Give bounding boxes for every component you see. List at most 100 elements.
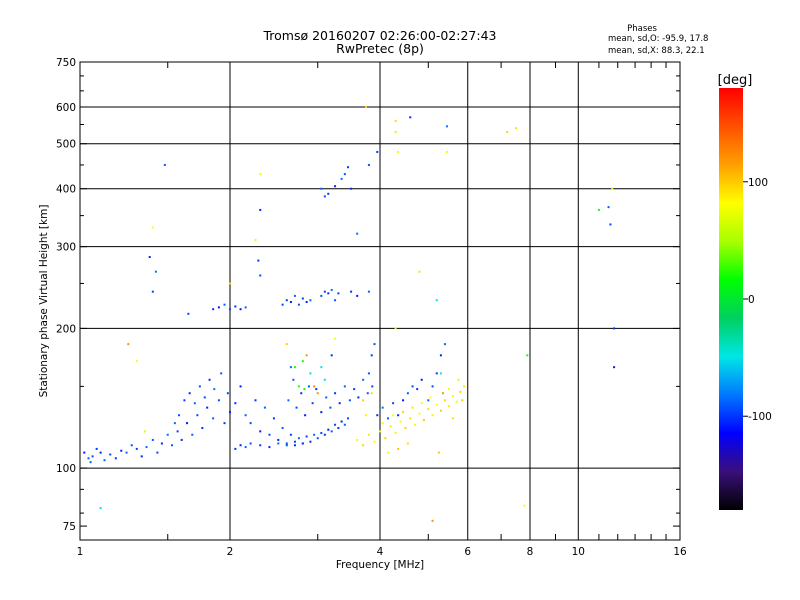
data-point-o — [208, 378, 211, 381]
data-point-o — [607, 206, 610, 209]
data-point-x — [439, 409, 442, 412]
data-point-x — [429, 396, 432, 399]
y-tick-label: 75 — [63, 521, 76, 533]
data-point-o — [334, 423, 337, 426]
data-point-o — [277, 442, 280, 445]
data-point-o — [183, 399, 186, 402]
data-point-o — [244, 306, 247, 309]
data-point-o — [212, 417, 215, 420]
data-point-o — [367, 290, 370, 293]
data-point-x — [397, 447, 400, 450]
data-point-x — [389, 425, 392, 428]
data-point-o — [287, 399, 290, 402]
data-point-o — [334, 299, 337, 302]
data-point-o — [223, 303, 226, 306]
data-point-x — [386, 451, 389, 454]
data-point-o — [173, 422, 176, 425]
data-point-o — [229, 411, 231, 414]
data-point-o — [213, 388, 216, 391]
data-point-o — [289, 300, 292, 303]
data-point-o — [386, 417, 389, 420]
data-point-other — [597, 208, 600, 211]
data-point-o — [263, 406, 266, 409]
data-point-o — [420, 378, 423, 381]
data-point-x — [365, 105, 368, 108]
data-point-o — [120, 449, 123, 452]
data-point-o — [239, 444, 242, 447]
data-point-o — [285, 442, 288, 445]
data-point-x — [394, 119, 397, 122]
data-point-o — [177, 414, 180, 417]
data-point-other — [303, 388, 306, 391]
data-point-o — [367, 163, 370, 166]
data-point-o — [338, 402, 341, 405]
data-point-o — [160, 442, 163, 445]
data-point-o — [95, 447, 98, 450]
data-point-o — [257, 259, 260, 262]
data-point-x — [399, 420, 402, 423]
data-point-o — [323, 195, 326, 198]
data-point-o — [234, 447, 237, 450]
data-point-o — [334, 392, 337, 395]
data-point-x — [254, 239, 257, 242]
data-point-o — [307, 385, 310, 388]
data-point-x — [384, 437, 387, 440]
data-point-o — [337, 427, 340, 430]
x-tick-label: 8 — [527, 546, 534, 558]
data-point-x — [413, 423, 416, 426]
phase-stats-o: mean, sd,O: -95.9, 17.8 — [608, 34, 708, 44]
data-point-x — [435, 403, 438, 406]
data-point-other — [305, 354, 308, 357]
data-point-o — [427, 399, 430, 402]
data-point-o — [362, 378, 365, 381]
x-tick-label: 2 — [227, 546, 234, 558]
data-point-x — [611, 187, 614, 190]
data-point-o — [259, 208, 262, 211]
data-point-other — [431, 519, 434, 522]
data-point-o — [356, 232, 359, 235]
data-point-o — [140, 455, 143, 458]
data-point-o — [445, 125, 448, 128]
data-point-o — [371, 385, 374, 388]
data-point-o — [416, 388, 419, 391]
data-point-other — [316, 392, 319, 395]
data-point-o — [435, 372, 438, 375]
data-point-x — [451, 395, 454, 398]
data-point-o — [327, 292, 330, 295]
chart-subtitle: RwPretec (8p) — [336, 41, 424, 56]
data-point-x — [445, 150, 448, 153]
data-point-o — [323, 433, 326, 436]
data-point-o — [171, 444, 174, 447]
data-point-o — [330, 288, 333, 291]
data-point-o — [397, 414, 400, 417]
data-point-o — [376, 150, 379, 153]
x-tick-label: 1 — [77, 546, 84, 558]
data-point-o — [135, 447, 138, 450]
data-point-o — [268, 446, 271, 449]
data-point-o — [346, 417, 349, 420]
data-point-x — [437, 451, 440, 454]
data-point-x — [229, 282, 231, 285]
data-point-x — [455, 400, 458, 403]
data-point-o — [305, 300, 308, 303]
data-point-x — [379, 430, 381, 433]
y-tick-label: 750 — [56, 57, 76, 69]
data-point-x — [135, 360, 138, 363]
data-point-x — [418, 412, 421, 415]
data-point-o — [154, 270, 157, 273]
data-point-o — [320, 411, 323, 414]
data-point-x — [515, 127, 518, 130]
data-point-o — [239, 385, 242, 388]
x-tick-label: 10 — [572, 546, 585, 558]
data-point-o — [343, 173, 346, 176]
data-point-o — [350, 290, 353, 293]
data-point-o — [226, 392, 229, 395]
data-point-x — [461, 399, 464, 402]
data-point-o — [259, 430, 262, 433]
x-axis-label: Frequency [MHz] — [336, 559, 424, 571]
x-tick-label: 4 — [377, 546, 384, 558]
data-point-x — [356, 438, 359, 441]
data-point-o — [277, 438, 280, 441]
data-point-o — [402, 399, 405, 402]
